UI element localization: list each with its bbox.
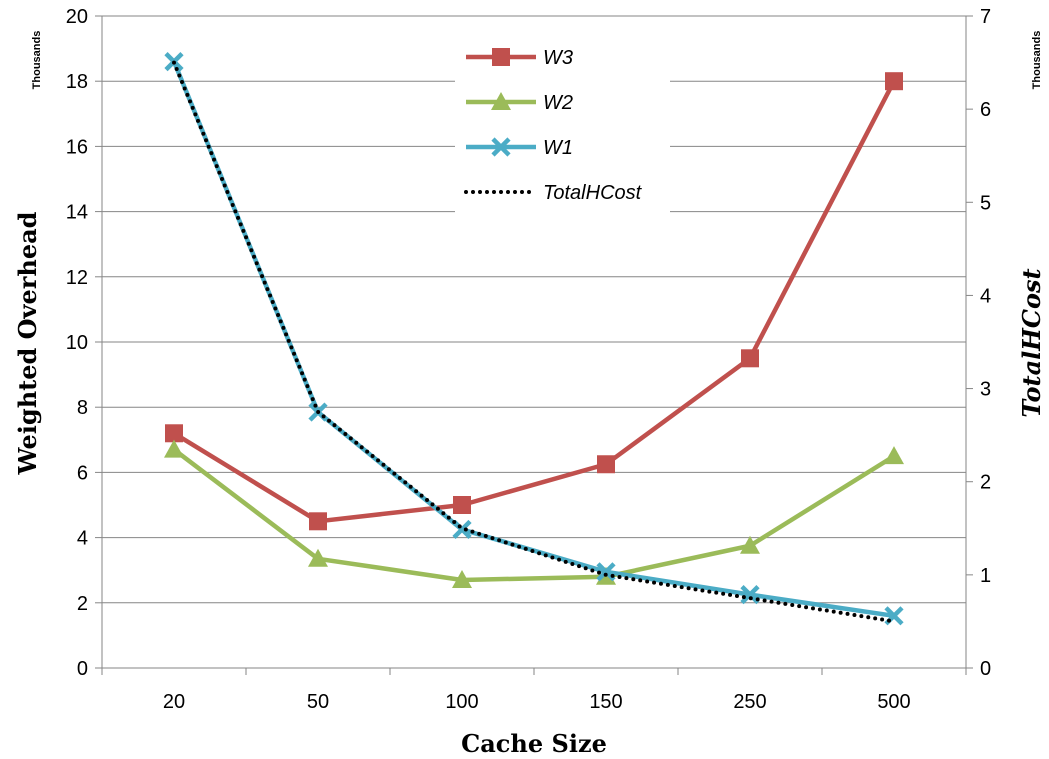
marker-stroke <box>491 137 511 157</box>
series-w2-point <box>164 439 184 458</box>
x-tick-label: 250 <box>733 691 766 713</box>
right-tick-label: 0 <box>980 658 991 680</box>
x-tick-label: 20 <box>163 691 185 713</box>
series-w3-point <box>597 455 615 474</box>
right-tick-label: 5 <box>980 192 991 214</box>
left-tick-label: 2 <box>77 593 88 615</box>
x-tick-labels: 20 50 100 150 250 500 <box>163 691 911 713</box>
series-w1-point <box>452 519 472 540</box>
left-tick-labels: 0 2 4 6 8 10 12 14 16 18 20 <box>66 6 88 680</box>
series-w3-point <box>309 512 327 531</box>
right-tick-label: 1 <box>980 565 991 587</box>
left-tick-label: 18 <box>66 71 88 93</box>
series-w2-point <box>308 548 328 567</box>
left-units-label: Thousands <box>31 31 43 90</box>
right-tick-label: 7 <box>980 6 991 28</box>
series-w2-point <box>452 569 472 588</box>
right-tick-label: 4 <box>980 285 991 307</box>
series-w2 <box>164 439 904 588</box>
legend-entry-w1: W1 <box>466 137 573 159</box>
left-tick-label: 12 <box>66 267 88 289</box>
x-tick-label: 50 <box>307 691 329 713</box>
x-tick-label: 500 <box>877 691 910 713</box>
x-tick-label: 100 <box>445 691 478 713</box>
left-tick-label: 8 <box>77 397 88 419</box>
y-axis-left-title: Weighted Overhead <box>13 211 42 475</box>
legend-entry-w2: W2 <box>466 92 573 114</box>
right-tick-label: 2 <box>980 472 991 494</box>
left-tick-label: 10 <box>66 332 88 354</box>
left-tick-label: 16 <box>66 136 88 158</box>
series-w2-point <box>884 446 904 465</box>
legend-entry-w3: W3 <box>466 47 573 69</box>
series-w2-line <box>172 447 896 583</box>
legend-marker <box>491 92 511 110</box>
series-w3-point <box>741 349 759 368</box>
marker-stroke <box>452 519 472 540</box>
legend-background <box>455 30 670 215</box>
series-w2-point <box>740 535 760 554</box>
axes <box>95 15 973 675</box>
left-tick-label: 20 <box>66 6 88 28</box>
left-tick-label: 14 <box>66 202 88 224</box>
right-tick-labels: 0 1 2 3 4 5 6 7 <box>980 6 991 680</box>
series-w3-point <box>885 72 903 91</box>
right-units-label: Thousands <box>1031 31 1043 90</box>
right-tick-label: 6 <box>980 99 991 121</box>
y-axis-right-title: TotalHCost <box>1017 268 1046 417</box>
series-w3-line <box>172 80 896 524</box>
series-w3-point <box>453 496 471 514</box>
left-tick-label: 0 <box>77 658 88 680</box>
series-totalhcost <box>172 60 896 624</box>
legend-label: W2 <box>543 92 573 114</box>
series-w3 <box>165 72 903 531</box>
series-totalhcost-line <box>172 60 896 624</box>
x-axis-title: Cache Size <box>461 729 607 758</box>
marker-stroke <box>596 562 616 582</box>
x-tick-label: 150 <box>589 691 622 713</box>
legend-label: TotalHCost <box>543 182 643 204</box>
series-group <box>164 52 904 626</box>
left-tick-label: 4 <box>77 528 88 550</box>
series-w3-point <box>165 424 183 443</box>
legend-label: W1 <box>543 137 573 159</box>
right-tick-label: 3 <box>980 379 991 401</box>
series-w1-point <box>740 585 760 605</box>
legend-label: W3 <box>543 47 573 69</box>
legend-entry-totalhcost: TotalHCost <box>464 182 643 204</box>
marker-stroke <box>740 585 760 605</box>
legend-marker <box>491 137 511 157</box>
legend: W3 W2 W1 TotalHCost <box>455 30 670 215</box>
left-tick-label: 6 <box>77 462 88 484</box>
legend-marker <box>492 48 510 66</box>
